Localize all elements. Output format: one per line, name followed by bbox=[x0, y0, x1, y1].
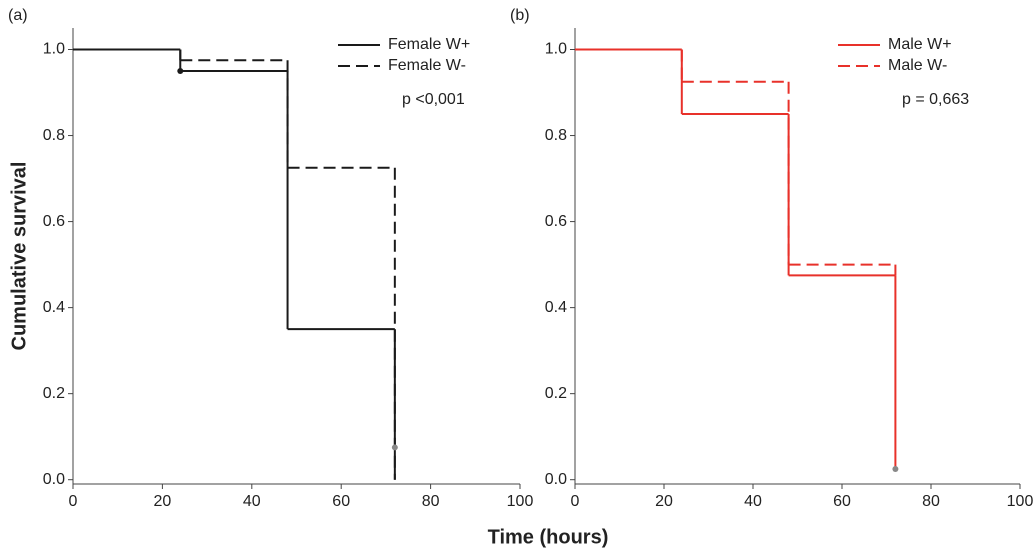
y-axis-label: Cumulative survival bbox=[8, 162, 30, 351]
y-tick-label: 1.0 bbox=[43, 41, 65, 58]
y-tick-label: 0.4 bbox=[43, 299, 65, 316]
x-tick-label: 0 bbox=[69, 493, 78, 510]
x-tick-label: 100 bbox=[1007, 493, 1034, 510]
x-tick-label: 40 bbox=[243, 493, 261, 510]
y-tick-label: 0.0 bbox=[43, 471, 65, 488]
panel-label: (a) bbox=[8, 7, 28, 24]
x-tick-label: 0 bbox=[571, 493, 580, 510]
annotation: p <0,001 bbox=[402, 91, 465, 108]
legend-label: Female W+ bbox=[388, 36, 470, 53]
x-tick-label: 100 bbox=[507, 493, 534, 510]
y-tick-label: 0.6 bbox=[43, 213, 65, 230]
y-tick-label: 0.2 bbox=[545, 385, 567, 402]
panel-label: (b) bbox=[510, 7, 530, 24]
x-tick-label: 40 bbox=[744, 493, 762, 510]
censor-mark bbox=[391, 444, 398, 451]
y-tick-label: 0.8 bbox=[43, 127, 65, 144]
x-tick-label: 60 bbox=[332, 493, 350, 510]
legend-label: Female W- bbox=[388, 57, 466, 74]
y-tick-label: 0.8 bbox=[545, 127, 567, 144]
y-tick-label: 1.0 bbox=[545, 41, 567, 58]
x-tick-label: 20 bbox=[655, 493, 673, 510]
x-tick-label: 80 bbox=[922, 493, 940, 510]
y-tick-label: 0.2 bbox=[43, 385, 65, 402]
x-tick-label: 60 bbox=[833, 493, 851, 510]
legend-label: Male W+ bbox=[888, 36, 952, 53]
y-tick-label: 0.4 bbox=[545, 299, 567, 316]
y-tick-label: 0.0 bbox=[545, 471, 567, 488]
legend-label: Male W- bbox=[888, 57, 947, 74]
annotation: p = 0,663 bbox=[902, 91, 969, 108]
censor-mark bbox=[177, 68, 184, 75]
x-tick-label: 20 bbox=[154, 493, 172, 510]
y-tick-label: 0.6 bbox=[545, 213, 567, 230]
x-tick-label: 80 bbox=[422, 493, 440, 510]
x-axis-label: Time (hours) bbox=[488, 526, 609, 548]
censor-mark bbox=[892, 465, 899, 472]
